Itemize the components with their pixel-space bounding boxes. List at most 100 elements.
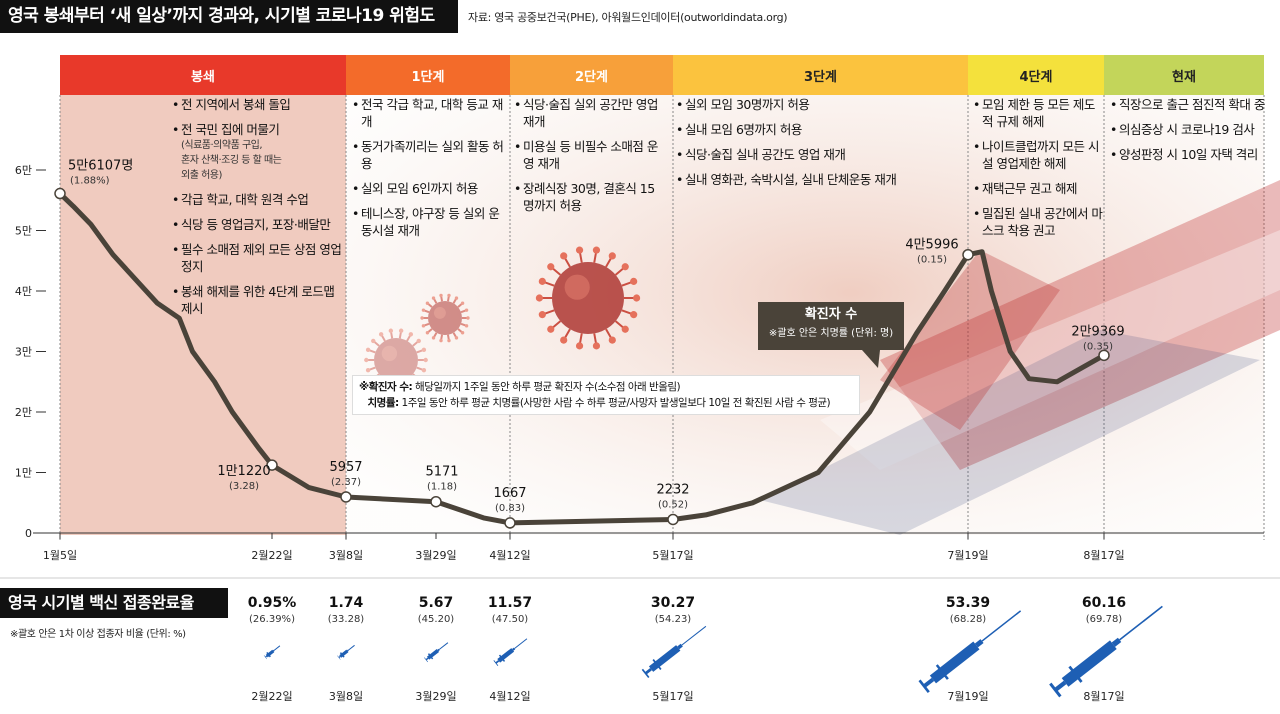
vaccine-value-label: 1.74 xyxy=(329,595,364,611)
point-rate-label: (0.83) xyxy=(495,503,525,514)
phase-note-item: 필수 소매점 제외 모든 상점 영업정지 xyxy=(172,241,342,275)
syringe-icon xyxy=(263,645,281,660)
phase-label: 봉쇄 xyxy=(191,69,215,85)
syringe-plunger xyxy=(644,668,652,675)
virus-spike xyxy=(406,333,412,342)
source-note: 자료: 영국 공중보건국(PHE), 아워월드인데이터(outworldinda… xyxy=(468,11,788,24)
phase-note-item: 식당 등 영업금지, 포장·배달만 xyxy=(172,216,342,233)
virus-spike xyxy=(389,330,394,339)
point-rate-label: (0.52) xyxy=(658,499,688,510)
virus-spike-tip xyxy=(408,332,414,337)
vaccine-date-label: 5월17일 xyxy=(652,689,693,703)
virus-spike-tip xyxy=(439,338,443,343)
phase-note-item: 실외 모임 6인까지 허용 xyxy=(352,180,507,197)
virus-spike-tip xyxy=(421,347,427,353)
point-rate-label: (0.15) xyxy=(917,255,947,266)
virus-spike-tip xyxy=(420,316,424,320)
vaccine-value-label: 11.57 xyxy=(488,595,532,611)
phase-note-item: 전국 각급 학교, 대학 등교 재개 xyxy=(352,96,507,130)
phase-note-text: 장례식장 30명, 결혼식 15명까지 허용 xyxy=(523,181,655,213)
y-tick-label: 0 xyxy=(25,527,32,540)
virus-spike-tip xyxy=(378,332,384,337)
syringe-thumb xyxy=(641,668,650,679)
phase-note-text: 양성판정 시 10일 자택 격리 xyxy=(1119,147,1258,162)
virus-spike-tip xyxy=(447,293,451,298)
cases-line-chart: 봉쇄 1단계 2단계 3단계 4단계 현재 0 1만 2만 3만 4만 5만 6만 1월5일 2월22일 3… xyxy=(0,55,1280,579)
virus-body xyxy=(374,338,418,382)
vaccine-first-dose-label: (26.39%) xyxy=(249,614,295,625)
virus-spike-tip xyxy=(416,338,421,344)
phase-note-text: 전 국민 집에 머물기 xyxy=(181,122,280,137)
vaccine-date-label: 7월19일 xyxy=(947,689,988,703)
syringe-needle xyxy=(681,625,707,646)
virus-body xyxy=(428,301,462,335)
vaccine-date-label: 3월29일 xyxy=(415,689,456,703)
virus-spike xyxy=(380,333,386,342)
syringe-barrel xyxy=(497,648,515,663)
point-value-label: 1667 xyxy=(493,486,526,501)
x-tick-label: 3월8일 xyxy=(329,548,363,562)
phase-label: 1단계 xyxy=(412,69,445,85)
virus-spike-tip xyxy=(421,367,427,373)
virus-spike-tip xyxy=(547,263,555,271)
phase-label: 4단계 xyxy=(1020,69,1053,85)
virus-small xyxy=(420,293,470,343)
point-rate-label: (1.18) xyxy=(427,482,457,493)
phase-label: 3단계 xyxy=(804,69,837,85)
phase-note-item: 실내 모임 6명까지 허용 xyxy=(676,121,961,138)
phase-note-text: 필수 소매점 제외 모든 상점 영업정지 xyxy=(181,242,342,274)
x-tick-label: 4월12일 xyxy=(489,548,530,562)
phase-note-item: 각급 학교, 대학 원격 수업 xyxy=(172,191,342,208)
virus-spike-tip xyxy=(365,347,371,353)
vaccine-value-label: 60.16 xyxy=(1082,595,1126,611)
syringe-needle xyxy=(438,642,449,650)
syringe-thumb xyxy=(337,655,341,660)
syringe-plunger xyxy=(923,677,935,688)
virus-spike-tip xyxy=(431,296,436,300)
x-tick-label: 1월5일 xyxy=(43,548,77,562)
vaccine-first-dose-label: (45.20) xyxy=(418,614,455,625)
data-point xyxy=(962,248,974,261)
phase-note-item: 양성판정 시 10일 자택 격리 xyxy=(1110,146,1275,163)
phase-note-text: 실내 영화관, 숙박시설, 실내 단체운동 재개 xyxy=(685,172,897,187)
phase-note-item: 미용실 등 비필수 소매점 운영 재개 xyxy=(514,138,664,172)
virus-spike-tip xyxy=(466,316,470,320)
syringe-thumb xyxy=(1049,682,1062,698)
syringe-icon xyxy=(641,625,707,679)
step3-notes: 실외 모임 30명까지 허용실내 모임 6명까지 허용식당·술집 실내 공간도 … xyxy=(676,96,961,196)
point-rate-label: (3.28) xyxy=(229,481,259,492)
syringe-flange xyxy=(498,654,506,662)
virus-spike-tip xyxy=(464,308,469,312)
data-point xyxy=(1098,349,1110,362)
x-tick-label: 3월29일 xyxy=(415,548,456,562)
syringe-flange xyxy=(1068,665,1083,683)
virus-spike xyxy=(416,366,425,372)
virus-spike-tip xyxy=(421,308,426,312)
syringe-barrel xyxy=(265,649,275,658)
phase-note-text: 테니스장, 야구장 등 실외 운동시설 재개 xyxy=(361,206,500,238)
point-value-label: 5171 xyxy=(425,465,458,480)
vaccine-first-dose-label: (33.28) xyxy=(328,614,365,625)
phase-label: 현재 xyxy=(1172,69,1196,85)
virus-spike xyxy=(367,366,376,372)
phase-note-item: 테니스장, 야구장 등 실외 운동시설 재개 xyxy=(352,205,507,239)
vaccine-value-label: 53.39 xyxy=(946,595,990,611)
virus-spike-tip xyxy=(425,301,430,305)
syringe-barrel xyxy=(426,649,440,660)
cases-line xyxy=(57,191,1107,526)
syringe-needle xyxy=(347,644,355,651)
syringe-hub xyxy=(272,649,275,652)
syringe-hub xyxy=(437,648,440,652)
callout-title: 확진자 수 xyxy=(804,307,858,322)
legend-cases-label: ※확진자 수: xyxy=(359,381,413,393)
phase-note-item: 재택근무 권고 해제 xyxy=(973,180,1105,197)
step1-notes: 전국 각급 학교, 대학 등교 재개동거가족끼리는 실외 활동 허용실외 모임 … xyxy=(352,96,507,247)
syringe-flange xyxy=(652,659,662,670)
chart-legend: ※확진자 수: 해당일까지 1주일 동안 하루 평균 확진자 수(소수점 아래 … xyxy=(352,375,860,415)
phase-note-text: 미용실 등 비필수 소매점 운영 재개 xyxy=(523,139,658,171)
syringe-icon xyxy=(1049,605,1163,698)
phase-note-item: 의심증상 시 코로나19 검사 xyxy=(1110,121,1275,138)
syringe-needle xyxy=(273,645,281,651)
syringe-barrel xyxy=(1061,640,1117,687)
syringe-flange xyxy=(427,653,434,660)
